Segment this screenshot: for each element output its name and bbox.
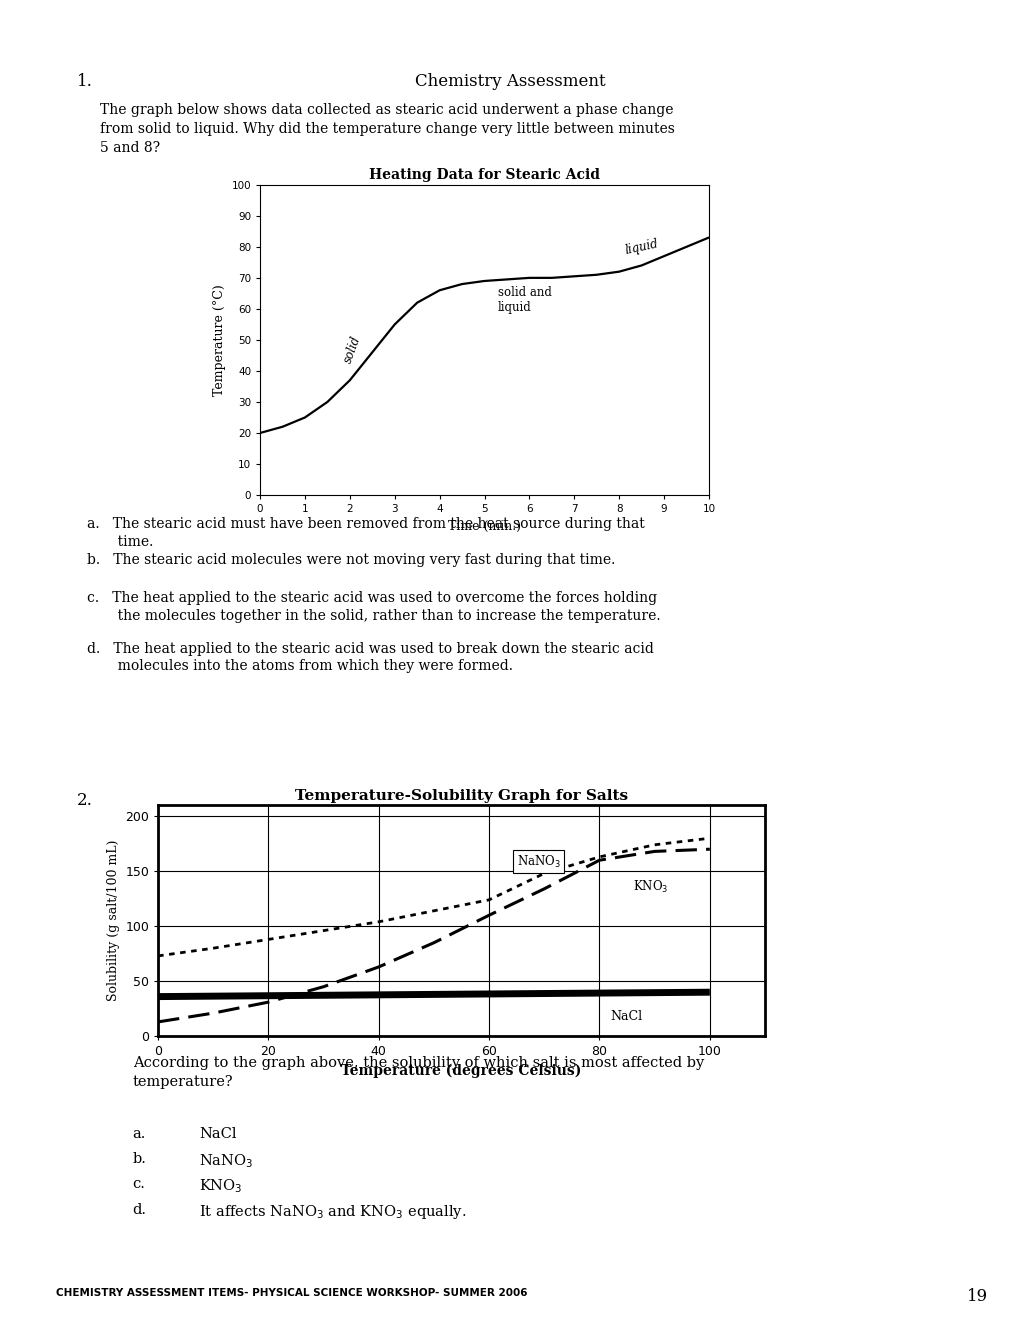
Text: c.: c. [132,1177,146,1192]
Y-axis label: Temperature (°C): Temperature (°C) [213,284,225,396]
Text: NaNO$_3$: NaNO$_3$ [199,1152,253,1170]
Text: d.   The heat applied to the stearic acid was used to break down the stearic aci: d. The heat applied to the stearic acid … [87,642,653,673]
Text: KNO$_3$: KNO$_3$ [199,1177,243,1195]
X-axis label: Temperature (degrees Celsius): Temperature (degrees Celsius) [341,1064,581,1078]
Text: b.   The stearic acid molecules were not moving very fast during that time.: b. The stearic acid molecules were not m… [87,553,614,568]
Text: a.: a. [132,1127,146,1142]
Text: 19: 19 [966,1288,987,1305]
Text: a.   The stearic acid must have been removed from the heat source during that
  : a. The stearic acid must have been remov… [87,517,644,549]
Title: Temperature-Solubility Graph for Salts: Temperature-Solubility Graph for Salts [294,788,628,803]
Text: d.: d. [132,1203,147,1217]
Text: liquid: liquid [623,238,659,256]
Text: c.   The heat applied to the stearic acid was used to overcome the forces holdin: c. The heat applied to the stearic acid … [87,591,659,623]
Text: It affects NaNO$_3$ and KNO$_3$ equally.: It affects NaNO$_3$ and KNO$_3$ equally. [199,1203,466,1221]
Text: CHEMISTRY ASSESSMENT ITEMS- PHYSICAL SCIENCE WORKSHOP- SUMMER 2006: CHEMISTRY ASSESSMENT ITEMS- PHYSICAL SCI… [56,1288,527,1299]
Y-axis label: Solubility (g salt/100 mL): Solubility (g salt/100 mL) [107,840,119,1002]
Text: 1.: 1. [76,73,93,90]
Text: solid and
liquid: solid and liquid [497,285,551,314]
Text: Chemistry Assessment: Chemistry Assessment [415,73,604,90]
Text: NaNO$_3$: NaNO$_3$ [517,854,560,870]
Text: b.: b. [132,1152,147,1167]
Text: solid: solid [340,334,363,364]
Text: NaCl: NaCl [610,1010,642,1023]
Text: According to the graph above, the solubility of which salt is most affected by
t: According to the graph above, the solubi… [132,1056,703,1089]
X-axis label: Time (min.): Time (min.) [447,520,521,532]
Text: 2.: 2. [76,792,93,809]
Text: NaCl: NaCl [199,1127,236,1142]
Title: Heating Data for Stearic Acid: Heating Data for Stearic Acid [369,168,599,182]
Text: The graph below shows data collected as stearic acid underwent a phase change
fr: The graph below shows data collected as … [100,103,675,154]
Text: KNO$_3$: KNO$_3$ [632,879,667,895]
